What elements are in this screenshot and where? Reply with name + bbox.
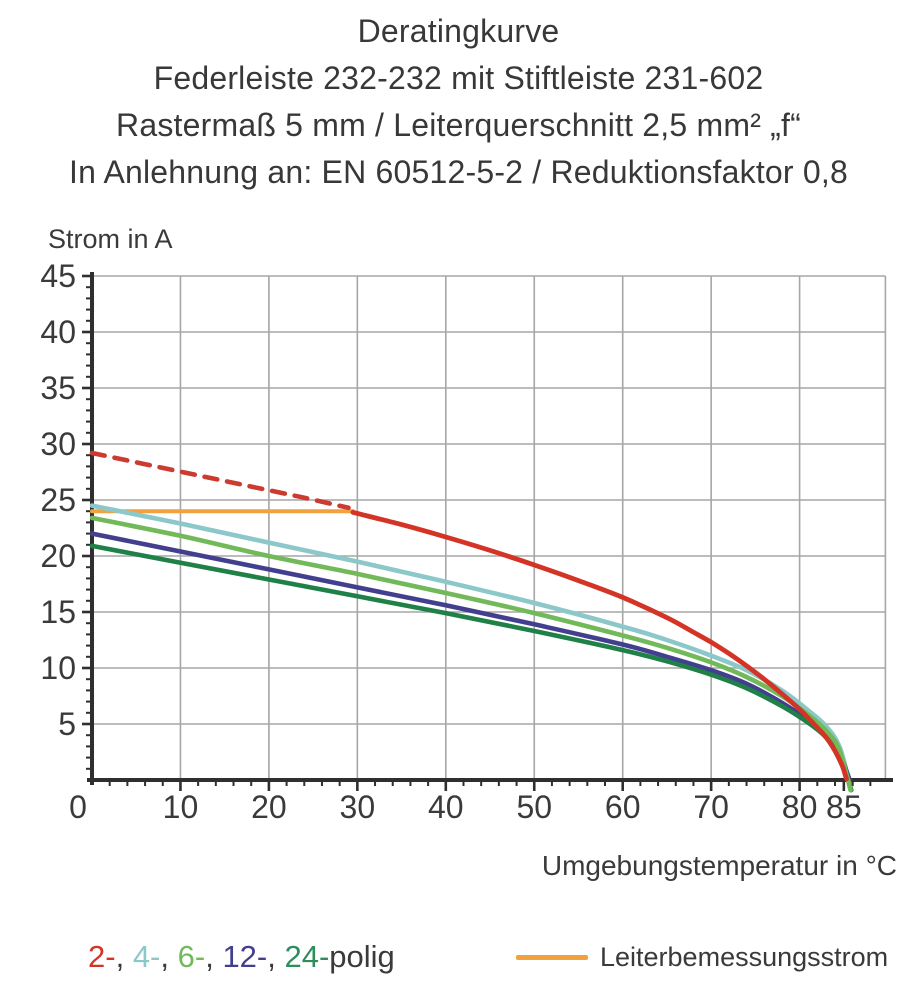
x-tick-label: 60 [605, 789, 641, 825]
y-axis-title: Strom in A [48, 224, 173, 254]
curve-6-polig [89, 515, 853, 793]
x-tick-label: 50 [516, 789, 552, 825]
curve-2-polig-ohne-begrenzung-gestrichelt- [89, 450, 351, 511]
legend-pole-12: 12- [222, 939, 268, 974]
legend-separator: , [205, 939, 223, 974]
x-tick-label: 30 [340, 789, 376, 825]
y-tick-label: 15 [40, 594, 76, 630]
legend-separator: , [160, 939, 178, 974]
x-tick-label: 10 [163, 789, 199, 825]
y-tick-label: 20 [40, 538, 76, 574]
legend-pole-counts: 2-, 4-, 6-, 12-, 24- polig [88, 936, 395, 978]
x-tick-label: 80 [782, 789, 818, 825]
y-tick-label: 5 [58, 706, 76, 742]
chart-subtitle-standard: In Anlehnung an: EN 60512-5-2 / Reduktio… [69, 154, 848, 190]
chart-subtitle-pitch: Rastermaß 5 mm / Leiterquerschnitt 2,5 m… [116, 107, 801, 143]
x-tick-label: 85 [826, 789, 862, 825]
rated-current-label: Leiterbemessungsstrom [600, 941, 889, 972]
y-tick-label: 25 [40, 482, 76, 518]
legend-pole-4: 4- [132, 939, 161, 974]
y-tick-label: 35 [40, 370, 76, 406]
legend-poles-suffix: polig [329, 939, 395, 974]
x-tick-label: 20 [251, 789, 287, 825]
x-axis-title: Umgebungstemperatur in °C [541, 850, 897, 881]
y-tick-label: 40 [40, 314, 76, 350]
y-tick-label: 10 [40, 650, 76, 686]
title-block: Deratingkurve Federleiste 232-232 mit St… [0, 8, 917, 196]
x-tick-label: 0 [69, 789, 87, 825]
legend-pole-24: 24- [284, 939, 330, 974]
curve-2-polig [350, 509, 849, 782]
x-tick-label: 40 [428, 789, 464, 825]
legend-pole-6: 6- [177, 939, 206, 974]
y-tick-label: 30 [40, 426, 76, 462]
x-tick-label: 70 [693, 789, 729, 825]
chart-subtitle-connectors: Federleiste 232-232 mit Stiftleiste 231-… [153, 60, 764, 96]
legend-pole-2: 2- [88, 939, 116, 974]
chart-title: Deratingkurve [357, 13, 560, 49]
y-tick-label: 45 [40, 258, 76, 294]
curve-4-polig [89, 503, 851, 783]
legend-rated-current: Leiterbemessungsstrom [516, 936, 888, 978]
rated-current-line-swatch [516, 954, 588, 960]
legend-separator: , [115, 939, 133, 974]
legend-separator: , [267, 939, 285, 974]
